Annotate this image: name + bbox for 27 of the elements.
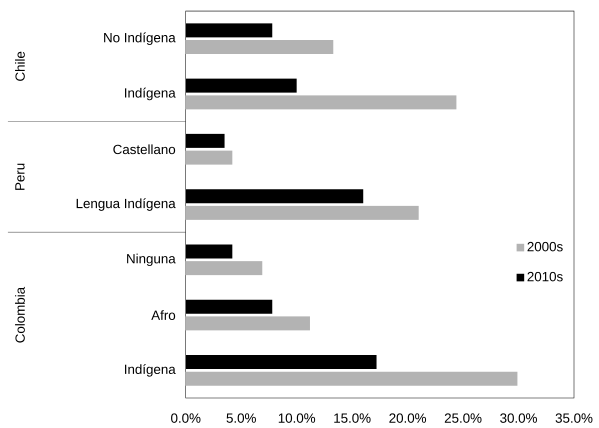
- y-tick-label: Castellano: [113, 144, 176, 154]
- y-tick-label: Indígena: [125, 88, 176, 100]
- legend-label: 2000s: [528, 242, 563, 252]
- x-tick-label: 15.0%: [334, 413, 371, 423]
- bar: [186, 261, 262, 276]
- y-tick-label: Lengua Indígena: [76, 198, 176, 211]
- x-tick-label: 30.0%: [500, 413, 537, 423]
- text: Colombia: [15, 286, 25, 343]
- bar: [186, 372, 518, 386]
- x-tick-label: 10.0%: [278, 413, 316, 423]
- y-tick-label: No Indígena: [104, 32, 176, 45]
- x-tick-label: 25.0%: [444, 413, 482, 423]
- y-tick-label: Ninguna: [127, 254, 176, 266]
- bar: [186, 95, 456, 110]
- x-tick-label: 0.0%: [171, 413, 200, 423]
- y-tick-label: Afro: [151, 310, 176, 320]
- y-tick-label: Indígena: [125, 364, 176, 377]
- x-tick-label: 20.0%: [389, 413, 426, 423]
- text: Peru: [15, 164, 25, 190]
- legend-label: 2010s: [528, 272, 563, 282]
- text: Chile: [15, 52, 25, 81]
- bar: [186, 316, 310, 330]
- bar: [186, 206, 419, 220]
- x-tick-label: 35.0%: [556, 413, 592, 423]
- bar: [186, 150, 232, 165]
- bar: [186, 40, 334, 54]
- x-tick-label: 5.0%: [226, 413, 256, 423]
